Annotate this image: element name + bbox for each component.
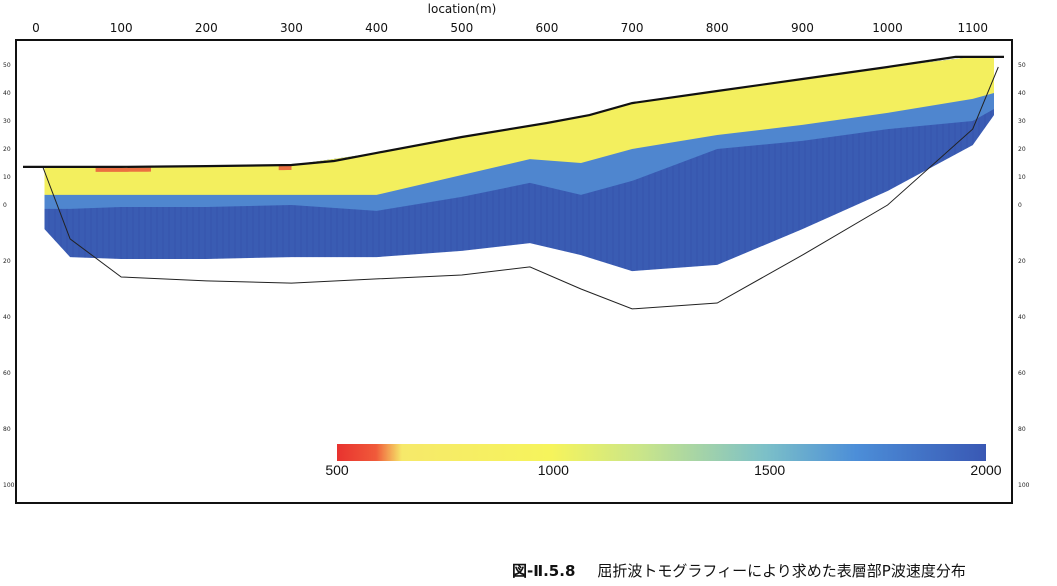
depth-right-tick-2: 30 — [1018, 118, 1026, 125]
x-tick-200: 200 — [195, 21, 218, 35]
x-tick-400: 400 — [365, 21, 388, 35]
depth-right-tick-1: 40 — [1018, 90, 1026, 97]
depth-left-tick-9: 80 — [3, 426, 11, 433]
velocity-layers — [44, 56, 994, 272]
figure-caption-text: 屈折波トモグラフィーにより求めた表層部P波速度分布 — [597, 562, 966, 580]
colorbar — [337, 444, 986, 461]
depth-left-tick-5: 0 — [3, 202, 7, 209]
x-tick-labels: 0 100 200 300 400 500 600 700 800 900 1000 1100 — [32, 21, 988, 35]
x-tick-700: 700 — [621, 21, 644, 35]
low-velocity-patch-1 — [278, 166, 292, 171]
x-tick-1100: 1100 — [957, 21, 988, 35]
colorbar-tick-2000: 2000 — [970, 462, 1001, 478]
depth-left-tick-2: 30 — [3, 118, 11, 125]
x-tick-1000: 1000 — [872, 21, 903, 35]
depth-left-tick-6: 20 — [3, 258, 11, 265]
x-tick-100: 100 — [110, 21, 133, 35]
colorbar-tick-labels: 500 1000 1500 2000 — [325, 462, 1001, 478]
depth-left-tick-8: 60 — [3, 370, 11, 377]
figure-number: 図-Ⅱ.5.8 — [512, 562, 576, 580]
x-tick-500: 500 — [450, 21, 473, 35]
depth-right-tick-9: 80 — [1018, 426, 1026, 433]
depth-right-tick-6: 20 — [1018, 258, 1026, 265]
depth-right-tick-10: 100 — [1018, 482, 1030, 489]
layer-1000 — [44, 56, 994, 195]
x-tick-800: 800 — [706, 21, 729, 35]
x-tick-900: 900 — [791, 21, 814, 35]
x-tick-0: 0 — [32, 21, 40, 35]
depth-left-tick-10: 100 — [3, 482, 15, 489]
depth-left-tick-0: 50 — [3, 62, 11, 69]
depth-left-tick-3: 20 — [3, 146, 11, 153]
colorbar-tick-500: 500 — [325, 462, 349, 478]
figure-caption: 図-Ⅱ.5.8 屈折波トモグラフィーにより求めた表層部P波速度分布 — [512, 560, 966, 581]
depth-right-tick-8: 60 — [1018, 370, 1026, 377]
depth-left-tick-1: 40 — [3, 90, 11, 97]
depth-right-tick-4: 10 — [1018, 174, 1026, 181]
layer-texture — [44, 109, 994, 272]
depth-right-tick-3: 20 — [1018, 146, 1026, 153]
depth-right-tick-7: 40 — [1018, 314, 1026, 321]
colorbar-tick-1500: 1500 — [754, 462, 785, 478]
colorbar-tick-1000: 1000 — [538, 462, 569, 478]
depth-right-tick-5: 0 — [1018, 202, 1022, 209]
low-velocity-patch-0 — [95, 167, 151, 172]
depth-right-tick-0: 50 — [1018, 62, 1026, 69]
depth-left-tick-7: 40 — [3, 314, 11, 321]
ground-surface-line — [23, 55, 1004, 168]
x-tick-300: 300 — [280, 21, 303, 35]
x-tick-600: 600 — [535, 21, 558, 35]
ray-coverage-boundary — [42, 66, 999, 310]
x-axis-title: location(m) — [428, 2, 497, 16]
depth-left-tick-4: 10 — [3, 174, 11, 181]
